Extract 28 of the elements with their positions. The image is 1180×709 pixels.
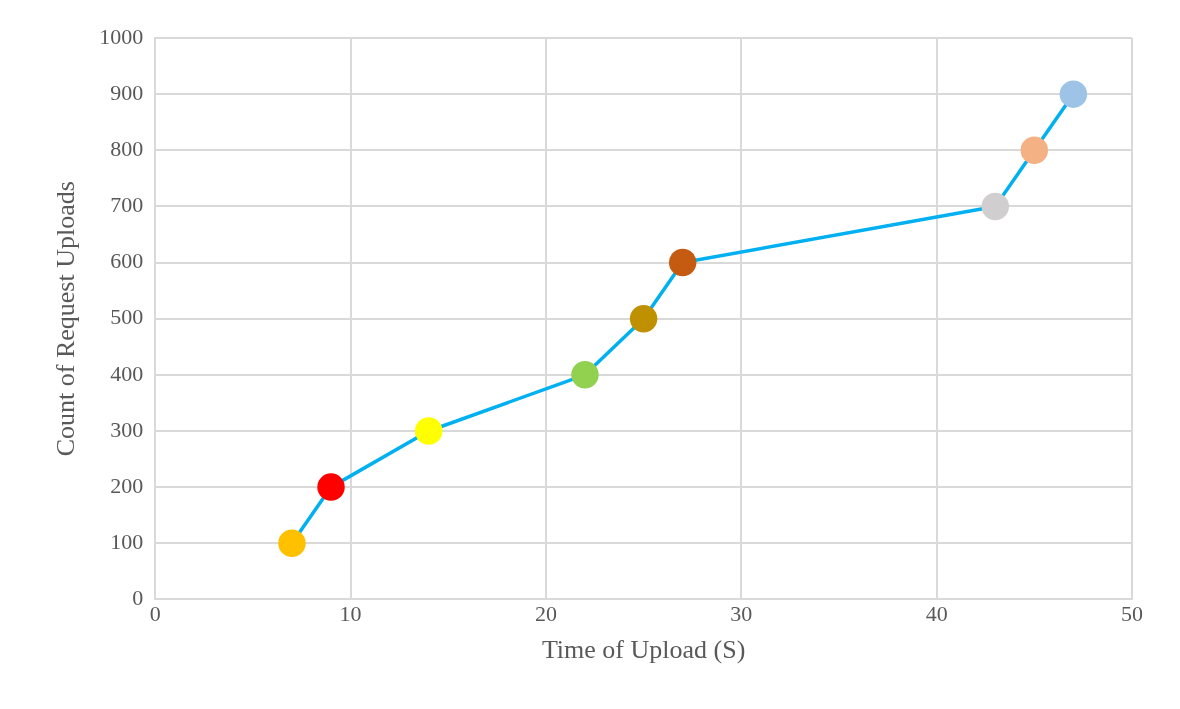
y-tick-label: 600 (110, 248, 144, 274)
point (278, 529, 306, 558)
point (1059, 80, 1088, 108)
y-tick-label: 1000 (99, 23, 144, 49)
y-tick-label: 100 (110, 529, 144, 555)
y-tick-label: 700 (110, 192, 144, 218)
x-axis-title: Time of Upload (S) (541, 635, 746, 665)
point (668, 248, 697, 277)
x-tick-label: 20 (534, 601, 557, 627)
x-tick-label: 30 (730, 601, 753, 627)
point (629, 304, 658, 333)
y-tick-label: 900 (110, 79, 144, 105)
y-tick-label: 800 (110, 136, 144, 162)
x-tick-label: 40 (925, 601, 948, 627)
y-tick-label: 300 (110, 416, 144, 442)
x-tick-label: 0 (149, 601, 161, 627)
y-tick-label: 400 (110, 360, 144, 386)
y-tick-label: 0 (132, 585, 144, 611)
point (571, 361, 599, 389)
point (981, 192, 1009, 221)
x-tick-label: 10 (339, 601, 362, 627)
y-axis-title: Count of Request Uploads (51, 181, 81, 457)
point (414, 417, 443, 445)
point (1020, 136, 1049, 165)
x-tick-label: 50 (1121, 601, 1143, 627)
point (317, 473, 345, 501)
y-tick-label: 500 (110, 304, 144, 330)
y-tick-label: 200 (110, 472, 144, 498)
